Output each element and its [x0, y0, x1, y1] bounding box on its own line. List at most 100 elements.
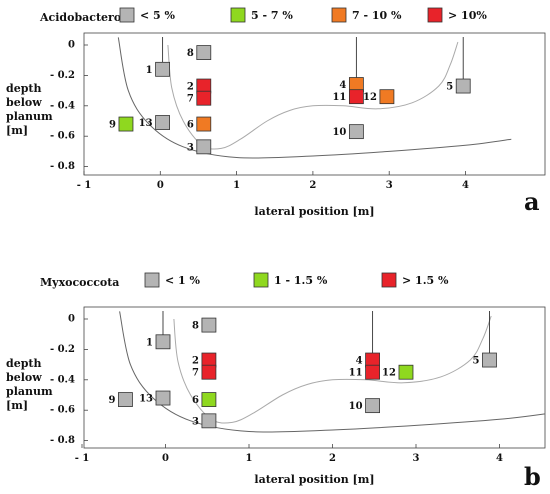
legend-label: 7 - 10 % [352, 9, 402, 22]
inner-boundary-line [173, 315, 492, 424]
legend-title: Myxococcota [40, 276, 119, 289]
y-axis-label: [m] [6, 399, 28, 412]
sample-marker [482, 352, 497, 368]
legend-label: 5 - 7 % [251, 9, 293, 22]
x-tick-label: 3 [386, 180, 393, 191]
y-tick-label: - 0.6 [50, 131, 75, 142]
y-tick-label: - 0.6 [50, 405, 75, 416]
sample-label: 8 [192, 321, 199, 332]
sample-label: 9 [109, 120, 116, 131]
sample-label: 13 [139, 394, 153, 405]
sample-marker [196, 45, 212, 60]
x-tick-label: 2 [309, 180, 316, 191]
y-axis-label: below [6, 371, 42, 384]
x-tick-label: 0 [162, 453, 169, 464]
y-tick-label: 0 [68, 40, 75, 51]
y-tick-label: - 0.2 [50, 344, 75, 355]
x-axis-label: lateral position [m] [254, 473, 374, 486]
sample-label: 1 [146, 337, 153, 348]
sample-label: 7 [192, 368, 199, 379]
sample-label: 6 [187, 120, 194, 131]
legend-swatch [427, 7, 443, 23]
sample-label: 12 [363, 92, 377, 103]
legend-swatch [253, 272, 269, 288]
sample-label: 11 [349, 368, 363, 379]
outer-boundary-line [117, 37, 512, 159]
y-axis-label: depth [6, 82, 41, 95]
legend-swatch [381, 272, 397, 288]
legend-label: > 1.5 % [402, 274, 449, 287]
sample-label: 9 [108, 395, 115, 406]
sample-marker [201, 392, 217, 407]
sample-label: 2 [187, 82, 194, 93]
sample-label: 5 [446, 82, 453, 93]
sample-marker [201, 317, 217, 333]
sample-marker [118, 116, 134, 132]
plot-frame [83, 306, 546, 449]
sample-marker [365, 398, 380, 414]
y-tick-label: - 0.8 [50, 161, 75, 172]
y-axis-label: depth [6, 357, 41, 370]
legend-swatch [144, 272, 160, 288]
legend-swatch [119, 7, 135, 23]
sample-marker [379, 89, 395, 105]
sample-marker [201, 364, 217, 380]
y-tick-label: - 0.4 [50, 100, 75, 111]
panel-b: Myxococcota < 1 % 1 - 1.5 % > 1.5 % 0 - 0.2 - … [6, 272, 546, 491]
legend-label: > 10% [448, 9, 487, 22]
plot-frame [83, 32, 546, 176]
sample-marker [155, 61, 170, 77]
legend-swatch [230, 7, 246, 23]
sample-label: 2 [192, 356, 199, 367]
sample-label: 3 [192, 416, 199, 427]
y-tick-label: - 0.8 [50, 435, 75, 446]
y-tick-label: - 0.2 [50, 70, 75, 81]
sample-label: 10 [349, 401, 363, 412]
y-tick-label: - 0.4 [50, 374, 75, 385]
sample-label: 13 [139, 118, 153, 129]
x-tick-label: 3 [413, 453, 420, 464]
x-tick-label: 4 [496, 453, 503, 464]
y-tick-label: 0 [68, 314, 75, 325]
sample-label: 5 [473, 356, 480, 367]
sample-marker [196, 139, 212, 155]
y-axis-label: planum [6, 110, 53, 123]
sample-label: 7 [187, 94, 194, 105]
legend-title: Acidobacterota [39, 11, 133, 24]
y-axis-label: planum [6, 385, 53, 398]
panel-label: a [524, 187, 540, 216]
sample-marker [455, 78, 471, 94]
x-tick-label: 2 [329, 453, 336, 464]
sample-label: 12 [382, 368, 396, 379]
sample-marker [196, 116, 212, 132]
sample-marker [348, 124, 364, 140]
sample-marker [398, 364, 414, 380]
x-tick-label: - 1 [77, 180, 92, 191]
x-axis-label: lateral position [m] [254, 205, 374, 218]
legend-label: < 1 % [165, 274, 201, 287]
sample-label: 3 [187, 142, 194, 153]
sample-label: 6 [192, 395, 199, 406]
boundary-lines [117, 37, 512, 159]
sample-marker [118, 392, 133, 407]
sample-marker [196, 90, 212, 106]
sample-marker [365, 364, 380, 380]
x-tick-label: 1 [246, 453, 253, 464]
sample-marker [155, 334, 171, 350]
x-tick-label: 4 [462, 180, 469, 191]
sample-label: 4 [339, 80, 346, 91]
sample-label: 4 [356, 356, 363, 367]
sample-label: 10 [332, 127, 346, 138]
sample-label: 1 [146, 65, 153, 76]
sample-marker [348, 89, 364, 105]
legend-swatch [331, 7, 347, 23]
outer-boundary-line [119, 311, 545, 433]
boundary-lines [119, 311, 545, 433]
sample-marker [155, 390, 171, 406]
x-tick-label: 0 [157, 180, 164, 191]
sample-marker [201, 413, 217, 429]
legend-label: < 5 % [140, 9, 176, 22]
legend-label: 1 - 1.5 % [274, 274, 328, 287]
